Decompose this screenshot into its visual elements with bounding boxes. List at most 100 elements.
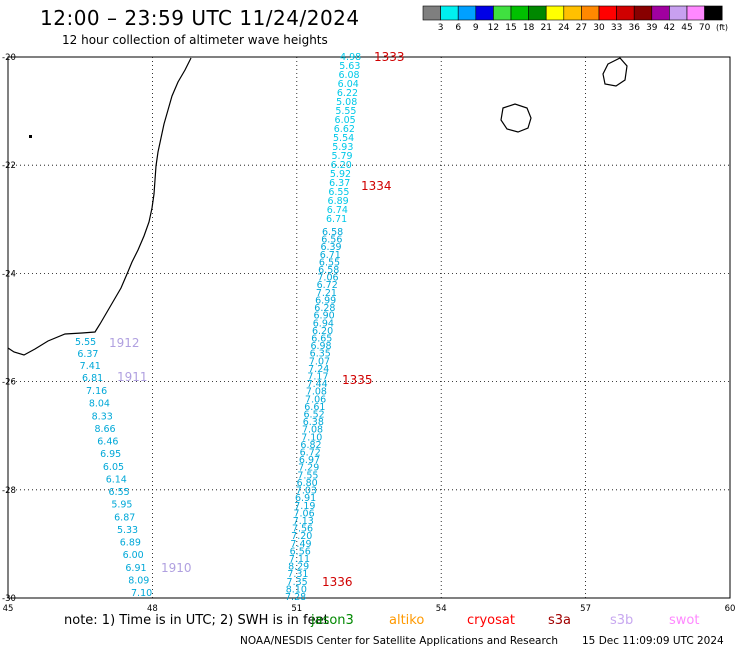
longitude-label: 54 bbox=[436, 604, 447, 614]
swh-value: 8.04 bbox=[89, 399, 110, 410]
swh-value: 5.55 bbox=[335, 106, 356, 117]
legend-swatch bbox=[563, 5, 582, 21]
footer-note: note: 1) Time is in UTC; 2) SWH is in fe… bbox=[64, 613, 329, 628]
swh-value: 6.87 bbox=[114, 512, 135, 523]
pass-label: 1335 bbox=[342, 373, 373, 387]
swh-value: 6.38 bbox=[303, 417, 324, 428]
swh-value: 6.22 bbox=[337, 88, 358, 99]
satellite-tracks: 4.985.636.086.046.225.085.556.056.625.54… bbox=[75, 50, 405, 603]
swh-value: 6.55 bbox=[319, 257, 340, 268]
swh-value: 6.37 bbox=[329, 178, 350, 189]
swh-value: 6.82 bbox=[300, 440, 321, 451]
legend-swatch bbox=[528, 5, 547, 21]
swh-value: 6.46 bbox=[97, 437, 118, 448]
latitude-label: -22 bbox=[2, 161, 16, 171]
swh-value: 6.39 bbox=[320, 242, 341, 253]
swh-value: 6.37 bbox=[77, 349, 98, 360]
swh-value: 7.17 bbox=[307, 371, 328, 382]
latitude-label: -20 bbox=[2, 53, 16, 63]
legend-tick: 18 bbox=[523, 23, 535, 33]
swh-value: 7.29 bbox=[298, 463, 319, 474]
generated-timestamp: 15 Dec 11:09:09 UTC 2024 bbox=[582, 635, 724, 647]
swh-value: 6.97 bbox=[299, 455, 320, 466]
swh-value: 6.89 bbox=[328, 196, 349, 207]
pass-label: 1334 bbox=[361, 179, 392, 193]
legend-swatch bbox=[422, 5, 441, 21]
satellite-key-item: cryosat bbox=[467, 613, 515, 628]
swh-value: 6.14 bbox=[106, 474, 127, 485]
swh-value: 6.71 bbox=[320, 250, 341, 261]
latitude-label: -28 bbox=[2, 486, 16, 496]
swh-value: 6.95 bbox=[100, 449, 121, 460]
swh-value: 6.52 bbox=[304, 410, 325, 421]
satellite-key-item: swot bbox=[669, 613, 700, 628]
map-border bbox=[7, 56, 731, 599]
swh-value: 5.79 bbox=[331, 151, 352, 162]
legend-swatch bbox=[581, 5, 600, 21]
swh-value: 8.29 bbox=[288, 562, 309, 573]
swh-value: 7.19 bbox=[294, 501, 315, 512]
legend-swatch bbox=[704, 5, 723, 21]
latitude-label: -26 bbox=[2, 378, 16, 388]
swh-value: 6.28 bbox=[314, 303, 335, 314]
swh-value: 6.05 bbox=[335, 115, 356, 126]
swh-value: 6.81 bbox=[82, 373, 103, 384]
legend-tick: 21 bbox=[540, 23, 551, 33]
swh-value: 7.08 bbox=[302, 425, 323, 436]
swh-value: 6.58 bbox=[322, 227, 343, 238]
swh-value: 5.08 bbox=[336, 97, 357, 108]
swh-value: 7.06 bbox=[305, 394, 326, 405]
swh-value: 6.80 bbox=[297, 478, 318, 489]
swh-value: 6.72 bbox=[317, 280, 338, 291]
legend-tick: 45 bbox=[681, 23, 692, 33]
latitude-label: -30 bbox=[2, 594, 16, 604]
swh-value: 8.33 bbox=[92, 411, 113, 422]
swh-value: 6.94 bbox=[313, 318, 334, 329]
swh-value: 7.41 bbox=[80, 361, 101, 372]
satellite-key-item: s3b bbox=[610, 613, 634, 628]
satellite-key-item: jason3 bbox=[311, 613, 354, 628]
pass-label: 1336 bbox=[322, 575, 353, 589]
legend-unit: (ft) bbox=[716, 23, 728, 32]
pass-label: 1910 bbox=[161, 561, 192, 575]
longitude-label: 57 bbox=[580, 604, 591, 614]
pass-label: 1912 bbox=[109, 336, 140, 350]
credit-line: NOAA/NESDIS Center for Satellite Applica… bbox=[240, 635, 558, 647]
swh-value: 5.93 bbox=[332, 142, 353, 153]
satellite-key-item: s3a bbox=[548, 613, 572, 628]
swh-value: 6.90 bbox=[314, 311, 335, 322]
swh-value: 6.98 bbox=[310, 341, 331, 352]
swh-value: 6.20 bbox=[331, 160, 352, 171]
legend-swatch bbox=[598, 5, 617, 21]
legend-tick: 70 bbox=[699, 23, 711, 33]
legend-swatch bbox=[633, 5, 653, 21]
swh-value: 7.06 bbox=[317, 273, 338, 284]
swh-value: 6.00 bbox=[123, 550, 144, 561]
swh-value: 5.95 bbox=[111, 500, 132, 511]
swh-value: 6.99 bbox=[315, 295, 336, 306]
swh-value: 6.58 bbox=[318, 265, 339, 276]
swh-value: 6.91 bbox=[295, 493, 316, 504]
legend-tick: 39 bbox=[646, 23, 658, 33]
legend-swatch bbox=[545, 5, 565, 21]
legend-tick: 3 bbox=[438, 23, 444, 33]
swh-value: 4.98 bbox=[340, 52, 361, 63]
swh-value: 6.04 bbox=[338, 79, 359, 90]
coastline bbox=[7, 57, 628, 356]
reunion-island bbox=[500, 103, 532, 133]
legend-tick: 12 bbox=[488, 23, 499, 33]
legend-tick: 42 bbox=[664, 23, 675, 33]
swh-value: 6.89 bbox=[120, 538, 141, 549]
swh-value: 6.65 bbox=[311, 333, 332, 344]
swh-value: 6.56 bbox=[321, 235, 342, 246]
legend-tick: 9 bbox=[473, 23, 479, 33]
swh-value: 7.13 bbox=[293, 516, 314, 527]
legend-tick: 24 bbox=[558, 23, 570, 33]
pass-label: 1911 bbox=[117, 370, 148, 384]
longitude-label: 51 bbox=[291, 604, 302, 614]
legend-swatch bbox=[510, 5, 529, 21]
swh-value: 8.09 bbox=[128, 575, 149, 586]
swh-value: 5.33 bbox=[117, 525, 138, 536]
swh-value: 7.31 bbox=[287, 569, 308, 580]
